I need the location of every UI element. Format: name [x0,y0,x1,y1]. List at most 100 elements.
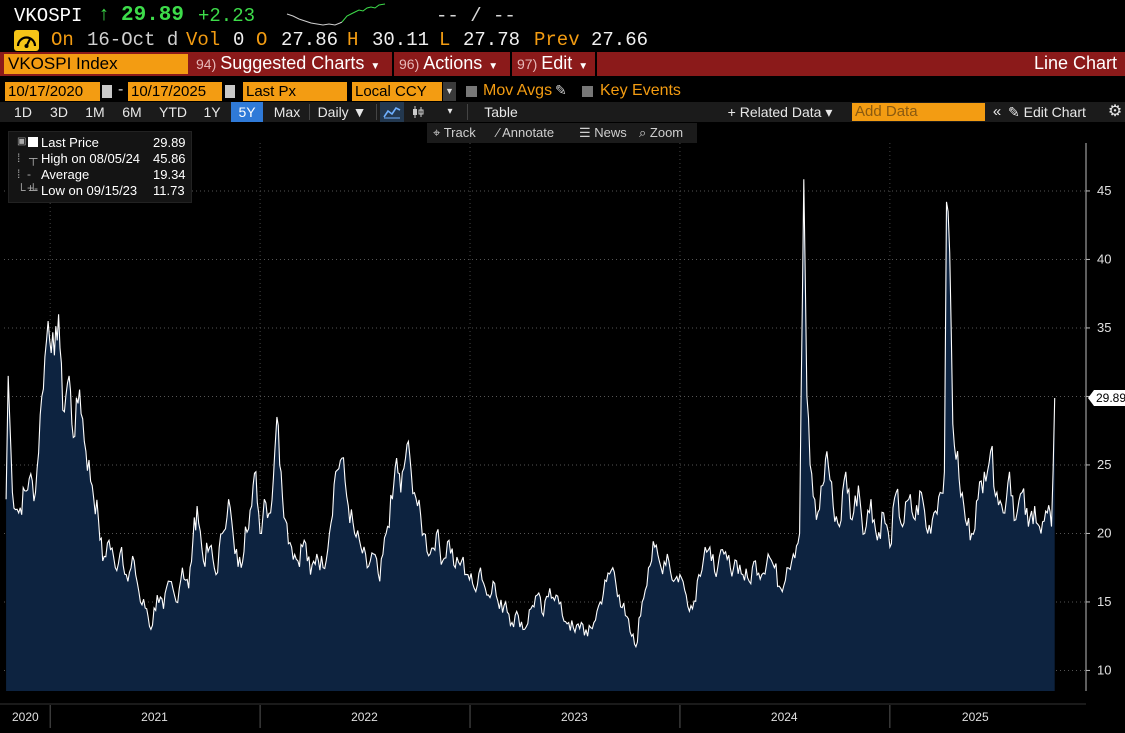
edit-chart-button[interactable]: ✎ Edit Chart [1008,102,1104,122]
menu-divider [510,52,512,76]
caret-down-icon: ▼ [488,61,499,72]
toolbar-divider [309,104,310,120]
suggested-charts-number: 94) [196,56,217,72]
y-tick-label: 10 [1097,662,1111,677]
period-5y[interactable]: 5Y [231,102,263,122]
dropdown-arrow-icon[interactable]: ▼ [443,82,456,101]
price-chart[interactable]: 1015202530354045 20202021202220232024202… [0,143,1125,733]
period-1y[interactable]: 1Y [203,104,221,120]
x-tick-label: 2025 [962,710,989,724]
price-area-fill [6,179,1055,691]
quote-header: VKOSPI ↑ 29.89 +2.23 -- / -- [0,0,1125,30]
related-data-button[interactable]: + Related Data ▾ [727,104,833,120]
track-label: Track [443,125,476,140]
legend-name: Last Price [41,135,99,150]
last-price-tag: 29.89 [1088,389,1125,406]
caret-down-icon: ▼ [578,61,589,72]
chart-type-title: Line Chart [1033,53,1117,73]
on-label: On [51,29,74,51]
up-arrow-icon: ↑ [98,4,111,27]
x-tick-label: 2022 [351,710,378,724]
volume-value: 0 [233,29,245,51]
mov-avgs-label[interactable]: Mov Avgs [483,82,553,99]
zoom-button[interactable]: ⌕ Zoom [639,123,683,143]
field-selector[interactable]: Last Px [243,82,347,101]
period-1d[interactable]: 1D [14,104,32,120]
volume-label: Vol [186,29,221,51]
pencil-icon: ✎ [1008,104,1020,120]
caret-down-icon: ▼ [370,61,381,72]
legend-row-last: ▣ Last Price 29.89 [9,135,193,151]
period-3d[interactable]: 3D [50,104,68,120]
y-tick-label: 15 [1097,594,1111,609]
y-tick-label: 35 [1097,320,1111,335]
low-label: L [439,29,451,51]
edit-menu[interactable]: 97) Edit ▼ [517,52,588,76]
suggested-charts-label: Suggested Charts [220,53,365,73]
period-ytd[interactable]: YTD [159,104,187,120]
edit-label: Edit [541,53,573,73]
period-max[interactable]: Max [273,104,301,120]
y-tick-label: 45 [1097,183,1111,198]
magnifier-icon: ⌕ [639,125,647,140]
bid-ask: -- / -- [436,5,516,27]
news-button[interactable]: ☰ News [579,123,627,143]
x-axis: 2020 2021 2022 2023 2024 2025 [0,703,1086,728]
toolbar-divider [376,104,377,120]
menu-bar: VKOSPI Index 94) Suggested Charts ▼ 96) Act… [0,52,1125,76]
gear-icon[interactable]: ⚙ [1107,103,1123,120]
prev-value: 27.66 [591,29,649,51]
open-label: O [256,29,268,51]
legend-name: Low on 09/15/23 [41,183,138,198]
last-price: 29.89 [121,4,185,27]
calendar-icon[interactable] [102,85,112,98]
gauge-icon[interactable] [14,30,39,51]
table-button[interactable]: Table [484,104,518,120]
pencil-icon[interactable]: ✎ [555,82,567,98]
y-tick-label: 25 [1097,457,1111,472]
toolbar-divider [467,104,468,120]
currency-selector[interactable]: Local CCY [352,82,442,101]
quote-detail-line: On 16-Oct d Vol 0 O 27.86 H 30.11 L 27.7… [0,28,1125,52]
annotate-label: Annotate [502,125,555,140]
chart-style-dropdown-icon[interactable]: ▾ [447,106,453,117]
zoom-label: Zoom [649,125,684,140]
actions-number: 96) [399,56,420,72]
y-tick-label: 20 [1097,525,1111,540]
x-tick-label: 2023 [561,710,588,724]
x-tick-label: 2024 [771,710,798,724]
actions-label: Actions [423,53,483,73]
chart-legend[interactable]: ▣ Last Price 29.89 ⁞ ┬ High on 08/05/24 4… [8,131,192,203]
legend-row-average: ⁞ -+- Average 19.34 [9,167,193,195]
start-date-field[interactable]: 10/17/2020 [5,82,100,101]
crosshair-icon: ⌖ [433,125,441,140]
period-6m[interactable]: 6M [122,104,142,120]
collapse-double-chevron-icon[interactable]: « [992,103,1002,120]
last-price-tag-label: 29.89 [1096,391,1125,405]
line-chart-icon[interactable] [380,102,404,122]
key-events-label[interactable]: Key Events [600,82,681,99]
period-1m[interactable]: 1M [85,104,105,120]
frequency-dropdown[interactable]: Daily ▼ [317,104,367,120]
date-range-row: 10/17/2020 - 10/17/2025 Last Px Local CC… [0,80,1125,102]
add-data-input[interactable]: Add Data [852,103,985,121]
security-field[interactable]: VKOSPI Index [4,54,188,74]
net-change: +2.23 [198,5,256,27]
actions-menu[interactable]: 96) Actions ▼ [399,52,498,76]
key-events-checkbox[interactable] [582,86,593,97]
candlestick-icon[interactable] [407,102,429,122]
calendar-icon[interactable] [225,85,235,98]
mov-avgs-checkbox[interactable] [466,86,477,97]
menu-divider [392,52,394,76]
suggested-charts-menu[interactable]: 94) Suggested Charts ▼ [196,52,380,76]
quote-date: 16-Oct d [87,29,179,51]
legend-square-icon: ▣ [17,135,39,151]
edit-number: 97) [517,56,538,72]
legend-value: 19.34 [153,167,186,182]
end-date-field[interactable]: 10/17/2025 [128,82,222,101]
prev-label: Prev [534,29,580,51]
track-button[interactable]: ⌖ Track [433,123,476,143]
annotate-button[interactable]: ⁄ Annotate [497,123,554,143]
legend-value: 11.73 [153,183,185,198]
high-value: 30.11 [372,29,430,51]
